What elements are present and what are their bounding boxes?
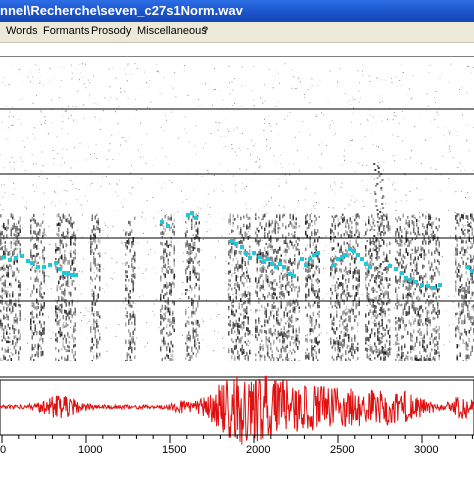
tick-label-1500: 1500 [162,444,186,456]
menu-words[interactable]: Words [6,25,38,37]
menu-bar: Words Formants Prosody Miscellaneous ? [0,22,474,43]
tick-label-3000: 3000 [414,444,438,456]
tick-label-2000: 2000 [246,444,270,456]
spectrogram[interactable] [0,57,474,377]
title-bar: nnel\Recherche\seven_c27s1Norm.wav [0,0,474,22]
tick-label-1000: 1000 [78,444,102,456]
menu-help[interactable]: ? [202,25,208,37]
time-axis: 0 1000 1500 2000 2500 3000 [0,435,474,456]
waveform-panel[interactable] [0,376,474,445]
menu-miscellaneous[interactable]: Miscellaneous [137,25,207,37]
tick-label-2500: 2500 [330,444,354,456]
menu-prosody[interactable]: Prosody [91,25,131,37]
analysis-view: 0 1000 1500 2000 2500 3000 [0,43,474,474]
tick-label-partial: 0 [0,444,6,456]
window-title: nnel\Recherche\seven_c27s1Norm.wav [0,3,243,18]
menu-formants[interactable]: Formants [43,25,89,37]
top-ruler [0,43,474,57]
